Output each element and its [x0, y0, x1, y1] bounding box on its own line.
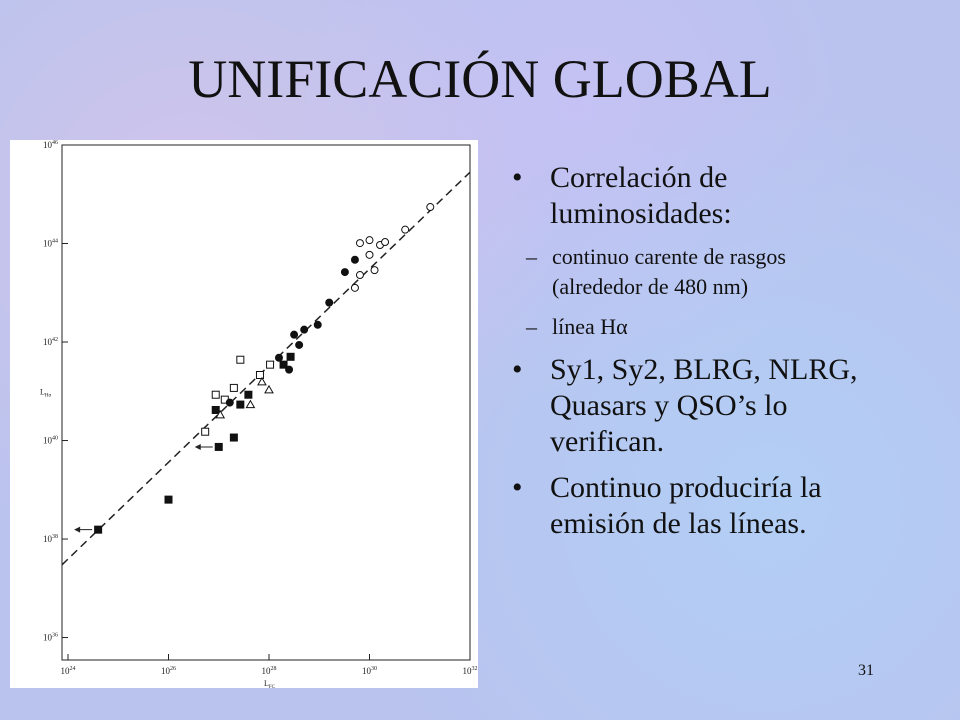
point: [325, 298, 334, 307]
point: [264, 384, 274, 394]
point: [274, 353, 283, 362]
bullet: Correlación de luminosidades:: [512, 160, 880, 232]
tick-label: 1042: [43, 337, 58, 347]
tick-label: 1028: [261, 666, 276, 676]
point: [370, 266, 379, 275]
sub-bullet: línea Hα: [512, 312, 812, 342]
point: [211, 405, 220, 414]
x-axis-label-sub: FC: [269, 685, 276, 688]
point: [350, 283, 359, 292]
tick-label: 1024: [60, 666, 75, 676]
point: [285, 365, 294, 374]
tick-label: 1036: [43, 633, 58, 643]
tick-base: 10: [43, 140, 53, 150]
tick-base: 10: [43, 239, 53, 249]
tick-exponent: 30: [371, 666, 377, 672]
point: [201, 427, 210, 436]
point: [255, 370, 264, 379]
point: [215, 409, 226, 419]
tick-exponent: 28: [270, 666, 276, 672]
point: [211, 390, 220, 399]
point: [426, 203, 435, 212]
point: [214, 442, 223, 451]
tick-exponent: 32: [472, 666, 478, 672]
point: [355, 239, 364, 248]
tick-base: 10: [43, 534, 53, 544]
tick-exponent: 42: [52, 337, 58, 343]
tick-label: 1044: [43, 239, 58, 249]
point: [286, 352, 295, 361]
point: [225, 398, 234, 407]
point: [236, 355, 245, 364]
tick-base: 10: [43, 436, 53, 446]
tick-exponent: 36: [52, 633, 58, 639]
limit-arrowhead: [194, 443, 201, 450]
page-number: 31: [858, 662, 874, 679]
point: [229, 383, 238, 392]
point: [350, 255, 359, 264]
bullet: Continuo produciría la emisión de las lí…: [512, 470, 880, 542]
point: [365, 236, 374, 245]
limit-arrowhead: [74, 526, 81, 533]
tick-label: 1038: [43, 534, 58, 544]
tick-exponent: 40: [52, 436, 58, 442]
tick-exponent: 46: [52, 140, 58, 146]
point: [94, 525, 103, 534]
tick-base: 10: [463, 666, 473, 676]
y-axis-label: LHα: [40, 388, 52, 399]
point: [229, 433, 238, 442]
bullet: Sy1, Sy2, BLRG, NLRG, Quasars y QSO’s lo…: [512, 352, 880, 460]
tick-base: 10: [43, 633, 53, 643]
y-axis-label-sub: Hα: [45, 394, 52, 399]
point: [257, 376, 267, 386]
point: [355, 271, 364, 280]
tick-label: 1040: [43, 436, 58, 446]
point: [244, 390, 253, 399]
tick-label: 1032: [463, 666, 478, 676]
x-axis-label: LFC: [264, 679, 276, 688]
bullet-list: Correlación de luminosidades: continuo c…: [512, 160, 892, 552]
tick-label: 1030: [362, 666, 377, 676]
tick-exponent: 38: [52, 534, 58, 540]
point: [295, 340, 304, 349]
point: [290, 330, 299, 339]
point: [279, 360, 288, 369]
tick-label: 1026: [161, 666, 176, 676]
point: [365, 250, 374, 259]
figure-background: [10, 140, 478, 688]
point: [300, 325, 309, 334]
plot-frame: [61, 144, 471, 661]
fit-line: [61, 171, 471, 566]
tick-exponent: 24: [69, 666, 75, 672]
tick-base: 10: [161, 666, 171, 676]
tick-label: 1046: [43, 140, 58, 150]
tick-base: 10: [362, 666, 372, 676]
point: [401, 225, 410, 234]
tick-base: 10: [43, 337, 53, 347]
tick-base: 10: [261, 666, 271, 676]
point: [340, 268, 349, 277]
point: [381, 238, 390, 247]
point: [236, 400, 245, 409]
sub-bullet: continuo carente de rasgos (alrededor de…: [512, 242, 812, 302]
tick-exponent: 26: [170, 666, 176, 672]
point: [245, 399, 256, 409]
point: [313, 320, 322, 329]
slide-title: UNIFICACIÓN GLOBAL: [188, 49, 772, 109]
tick-base: 10: [60, 666, 70, 676]
y-axis-label-main: L: [40, 388, 45, 397]
x-axis-label-main: L: [264, 679, 269, 688]
point: [266, 360, 275, 369]
tick-exponent: 44: [52, 239, 58, 245]
point: [164, 495, 173, 504]
